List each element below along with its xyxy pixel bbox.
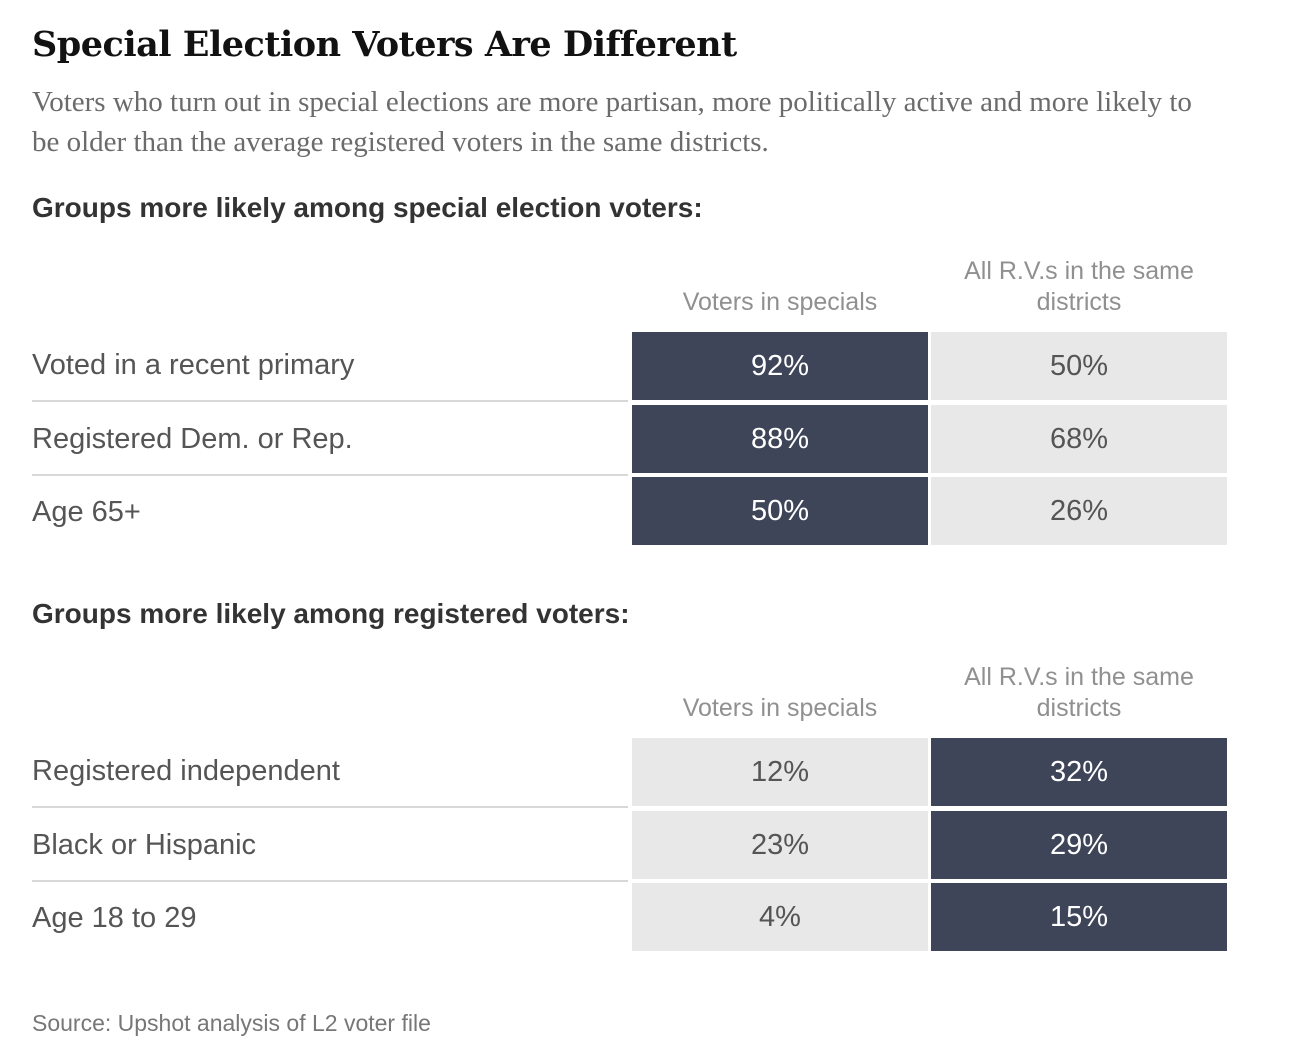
chart-title: Special Election Voters Are Different — [32, 24, 737, 65]
row-label: Registered independent — [32, 736, 628, 808]
column-header-all-rvs: All R.V.s in the same districts — [964, 663, 1194, 722]
row-label: Black or Hispanic — [32, 810, 628, 882]
column-header-all-rvs: All R.V.s in the same districts — [964, 257, 1194, 316]
section-heading: Groups more likely among registered vote… — [32, 598, 630, 629]
cell-all-rvs: 26% — [931, 477, 1227, 545]
cell-all-rvs: 15% — [931, 883, 1227, 951]
cell-specials: 50% — [632, 477, 928, 545]
row-label: Registered Dem. or Rep. — [32, 404, 628, 476]
cell-all-rvs: 29% — [931, 811, 1227, 879]
cell-specials: 88% — [632, 405, 928, 473]
row-label: Age 18 to 29 — [32, 901, 197, 934]
cell-specials: 4% — [632, 883, 928, 951]
cell-specials: 92% — [632, 332, 928, 400]
source-note: Source: Upshot analysis of L2 voter file — [32, 1010, 431, 1036]
cell-all-rvs: 50% — [931, 332, 1227, 400]
cell-specials: 23% — [632, 811, 928, 879]
cell-specials: 12% — [632, 738, 928, 806]
row-label: Age 65+ — [32, 495, 141, 528]
row-label: Voted in a recent primary — [32, 330, 628, 402]
cell-all-rvs: 68% — [931, 405, 1227, 473]
column-header-specials: Voters in specials — [682, 288, 878, 316]
section-heading: Groups more likely among special electio… — [32, 192, 703, 223]
column-header-specials: Voters in specials — [682, 694, 878, 722]
cell-all-rvs: 32% — [931, 738, 1227, 806]
chart-subtitle: Voters who turn out in special elections… — [32, 86, 1192, 158]
